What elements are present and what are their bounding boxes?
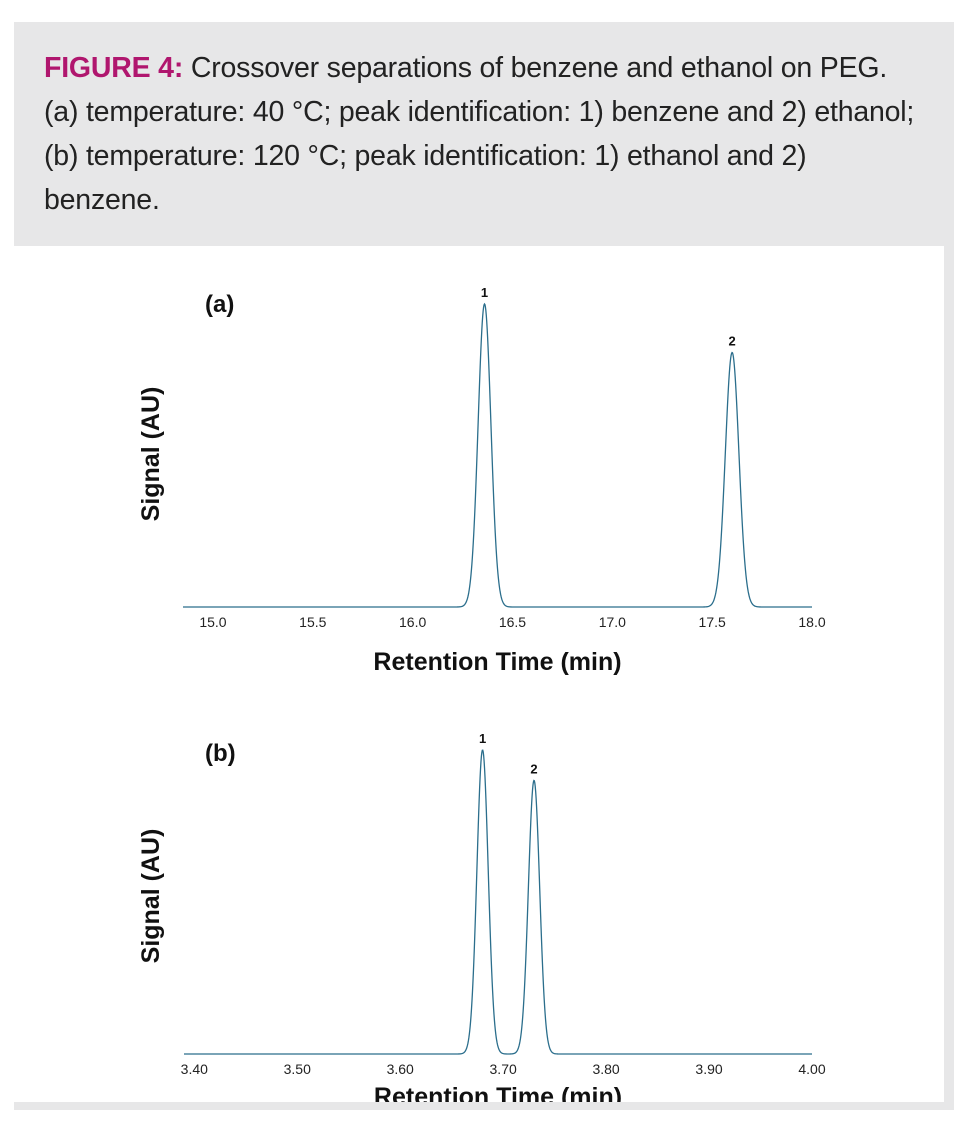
chromatogram-svg: (a) Signal (AU) 15.0 15.5 16.0 16.5 17.0 17.5 18… <box>137 285 826 1102</box>
y-axis-title-0: Signal (AU) <box>137 387 165 522</box>
x-axis-title-0: Retention Time (min) <box>373 648 621 676</box>
x-tick-label-0-5: 17.5 <box>699 614 726 630</box>
x-tick-label-1-0: 3.40 <box>181 1061 208 1077</box>
x-tick-label-1-4: 3.80 <box>592 1061 619 1077</box>
caption-text: Crossover separations of benzene and eth… <box>44 52 915 216</box>
x-tick-label-0-6: 18.0 <box>798 614 825 630</box>
x-tick-label-1-3: 3.70 <box>490 1061 517 1077</box>
x-tick-label-1-1: 3.50 <box>284 1061 311 1077</box>
x-tick-label-0-2: 16.0 <box>399 614 426 630</box>
caption-label: FIGURE 4: <box>44 52 184 84</box>
peak-label-0-0: 1 <box>481 285 488 300</box>
chromatogram-trace-0 <box>183 302 812 608</box>
panel-label-0: (a) <box>205 291 234 318</box>
plot-area: (a) Signal (AU) 15.0 15.5 16.0 16.5 17.0 17.5 18… <box>14 246 944 1102</box>
x-tick-label-0-1: 15.5 <box>299 614 326 630</box>
peak-label-1-1: 2 <box>530 761 537 776</box>
chromatogram-trace-1 <box>184 749 812 1055</box>
y-axis-title-1: Signal (AU) <box>137 829 165 964</box>
figure-frame: FIGURE 4: Crossover separations of benze… <box>14 22 954 1110</box>
x-tick-label-0-3: 16.5 <box>499 614 526 630</box>
peak-label-1-0: 1 <box>479 731 486 746</box>
panel-label-1: (b) <box>205 740 236 767</box>
x-axis-title-1: Retention Time (min) <box>374 1083 622 1102</box>
x-tick-label-1-5: 3.90 <box>695 1061 722 1077</box>
x-tick-label-1-6: 4.00 <box>798 1061 825 1077</box>
x-tick-label-0-4: 17.0 <box>599 614 626 630</box>
peak-label-0-1: 2 <box>729 333 736 348</box>
figure-caption: FIGURE 4: Crossover separations of benze… <box>44 46 924 222</box>
x-tick-label-0-0: 15.0 <box>199 614 226 630</box>
x-tick-label-1-2: 3.60 <box>387 1061 414 1077</box>
